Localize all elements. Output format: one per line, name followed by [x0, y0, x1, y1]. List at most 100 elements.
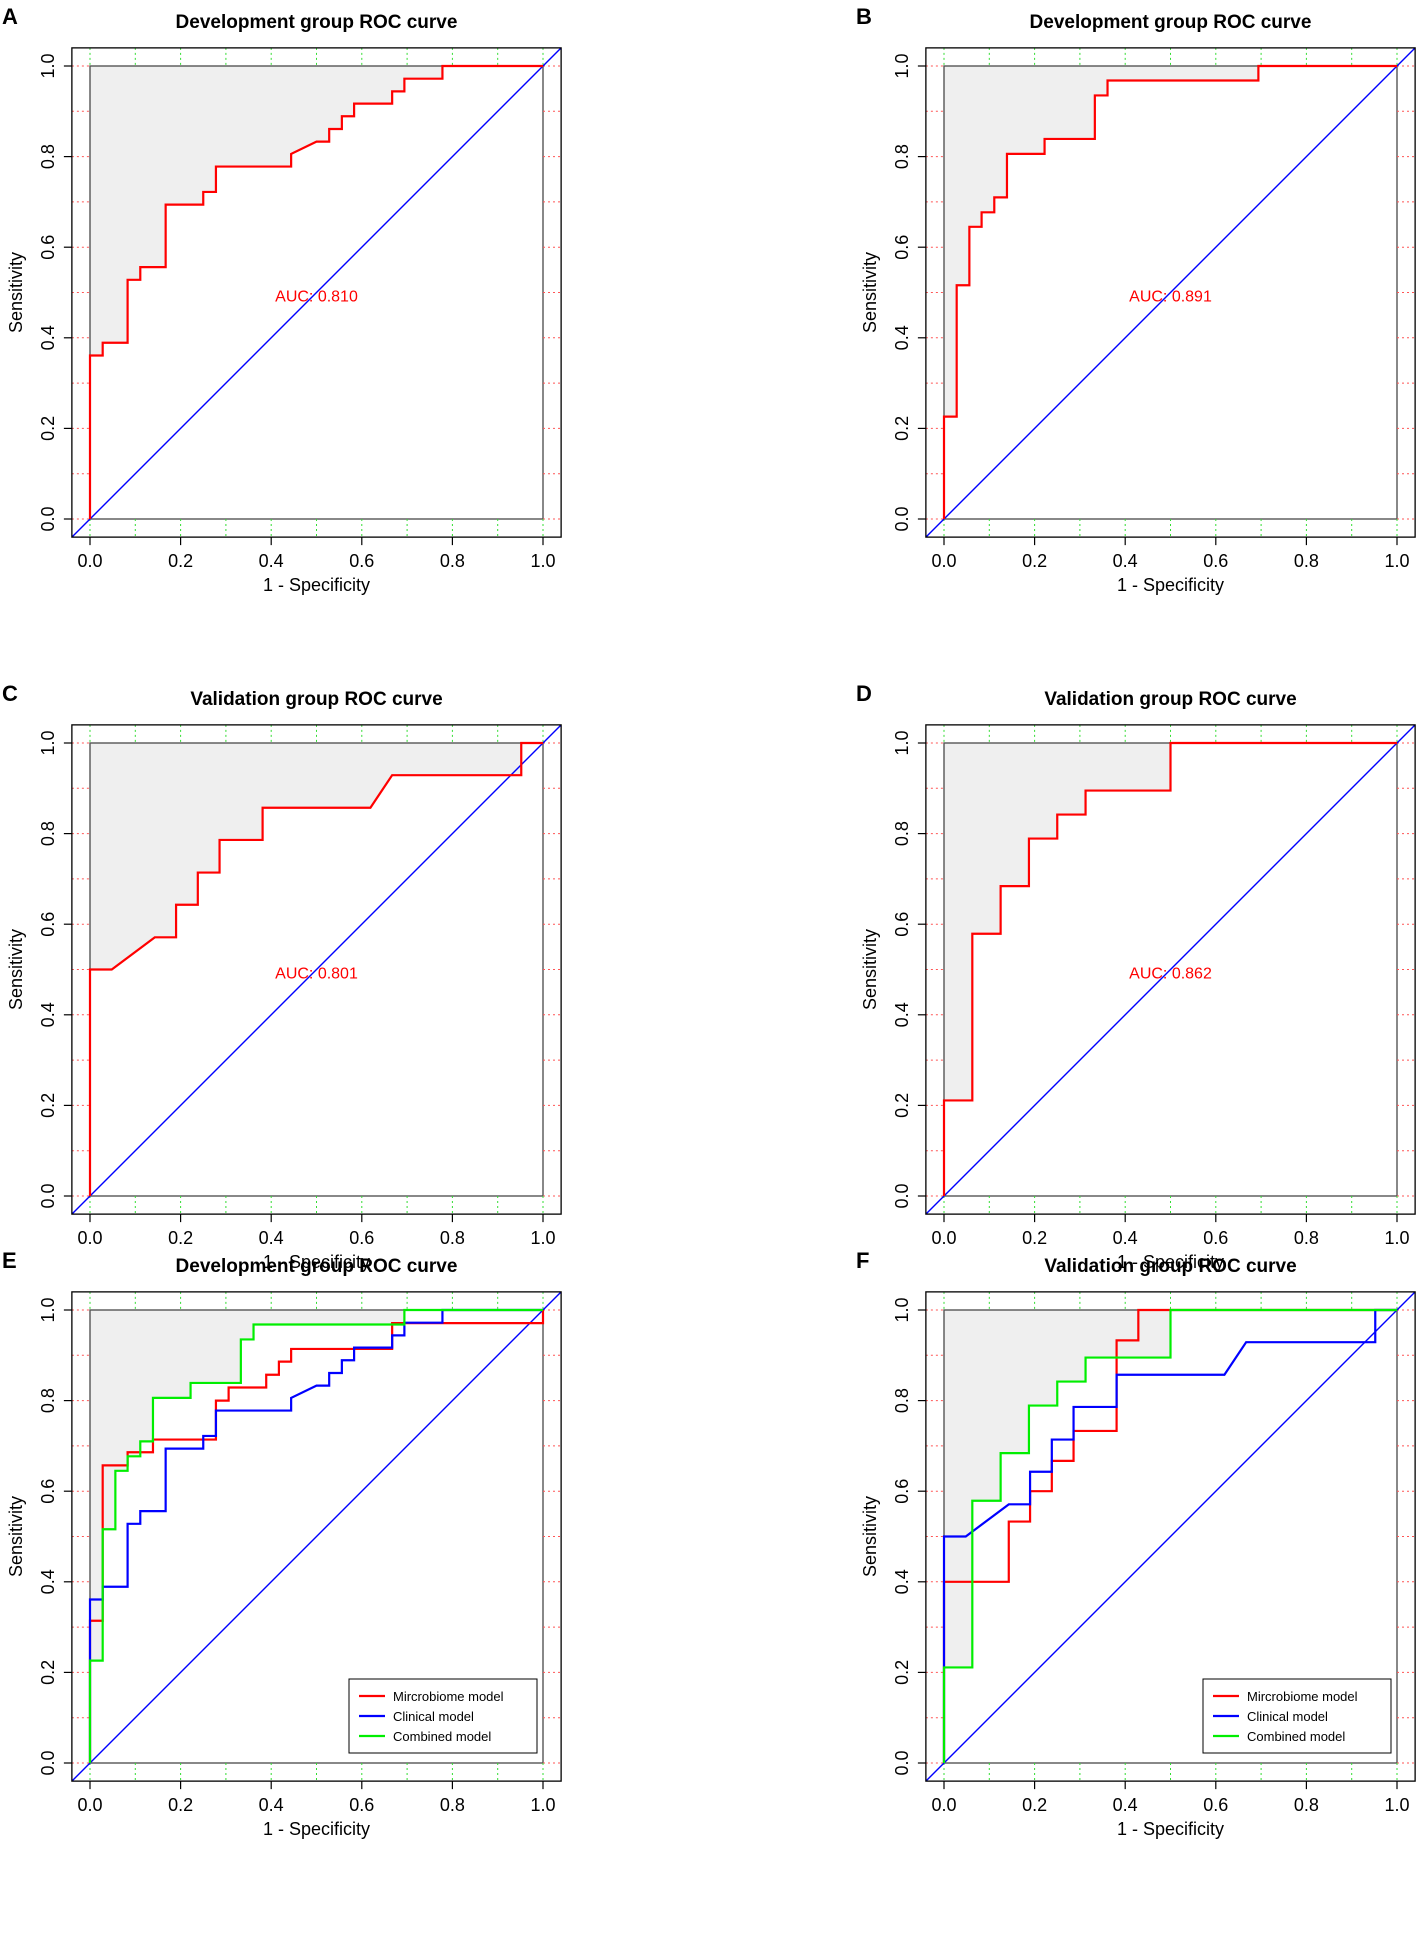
panel-f-curve-clinical-model [942, 1308, 1397, 1763]
panel-a-y-axis-title: Sensitivity [6, 252, 26, 333]
panel-d-diagonal-reference [925, 724, 1416, 1215]
panel-b-x-axis-title: 1 - Specificity [1117, 575, 1224, 595]
panel-b-diagonal-reference [925, 47, 1416, 538]
panel-e-title: Development group ROC curve [176, 1256, 458, 1277]
panel-a-x-tick-label: 0.2 [168, 551, 193, 571]
panel-a-y-tick-label: 0.6 [38, 235, 58, 260]
panel-c-diagonal-reference [71, 724, 562, 1215]
panel-b-y-tick-label: 0.0 [892, 506, 912, 531]
panel-c-y-tick-label: 0.8 [38, 821, 58, 846]
panel-d-y-tick-label: 0.4 [892, 1002, 912, 1027]
panel-c: C Validation group ROC curve 0.0 0.0 0.2 0.2 0… [2, 681, 562, 1272]
panel-e-y-tick-label: 1.0 [38, 1297, 58, 1322]
panel-c-curve-model [88, 741, 543, 1196]
panel-b-title: Development group ROC curve [1030, 12, 1312, 33]
panel-a-y-tick-label: 0.4 [38, 325, 58, 350]
panel-d-auc-shade [944, 743, 1397, 1196]
panel-f-legend-label: Combined model [1247, 1729, 1345, 1744]
panel-c-x-tick-label: 0.0 [77, 1228, 102, 1248]
panel-e-x-tick-label: 0.8 [440, 1795, 465, 1815]
panel-f-y-tick-label: 0.6 [892, 1479, 912, 1504]
panel-b-auc-label: AUC: 0.891 [1129, 289, 1212, 306]
panel-f-legend: Mircrobiome model Clinical model Combined … [1202, 1678, 1392, 1754]
panel-f-legend-label: Clinical model [1247, 1709, 1328, 1724]
panel-b-curve-model [942, 64, 1397, 519]
panel-b-x-tick-label: 0.0 [931, 551, 956, 571]
panel-e-legend-label: Mircrobiome model [393, 1689, 504, 1704]
panel-c-title: Validation group ROC curve [190, 689, 442, 710]
panel-e-curve-clinical-model [88, 1308, 543, 1763]
panel-a-title: Development group ROC curve [176, 12, 458, 33]
panel-a: A Development group ROC curve 0.0 0.0 0.2 0.2… [2, 4, 562, 595]
panel-f-x-tick-label: 0.8 [1294, 1795, 1319, 1815]
panel-c-auc-label: AUC: 0.801 [275, 966, 358, 983]
panel-d-y-tick-label: 0.8 [892, 821, 912, 846]
panel-c-x-tick-label: 0.4 [259, 1228, 284, 1248]
panel-f-x-tick-label: 1.0 [1384, 1795, 1409, 1815]
panel-f-curve-combined-model [942, 1308, 1397, 1763]
panel-d-x-tick-label: 1.0 [1384, 1228, 1409, 1248]
panel-d-plot-frame [925, 724, 1416, 1215]
panel-a-auc-shade [90, 66, 543, 519]
panel-e-x-axis-title: 1 - Specificity [263, 1819, 370, 1839]
panel-f-x-tick-label: 0.0 [931, 1795, 956, 1815]
panel-b-x-tick-label: 0.2 [1022, 551, 1047, 571]
panel-a-x-tick-label: 1.0 [530, 551, 555, 571]
panel-e-plot-frame [71, 1291, 562, 1782]
panel-d-letter: D [856, 681, 872, 706]
panel-e-legend-label: Clinical model [393, 1709, 474, 1724]
panel-c-x-tick-label: 0.8 [440, 1228, 465, 1248]
panel-b-y-tick-label: 1.0 [892, 53, 912, 78]
panel-d: D Validation group ROC curve 0.0 0.0 0.2 0.2 0… [856, 681, 1416, 1272]
panel-e-y-axis-title: Sensitivity [6, 1496, 26, 1577]
panel-f-y-tick-label: 1.0 [892, 1297, 912, 1322]
panel-b-x-tick-label: 0.4 [1113, 551, 1138, 571]
panel-b-letter: B [856, 4, 872, 29]
panel-f-y-tick-label: 0.4 [892, 1569, 912, 1594]
panel-a-x-tick-label: 0.0 [77, 551, 102, 571]
panel-b-x-tick-label: 0.8 [1294, 551, 1319, 571]
panel-e-x-tick-label: 0.6 [349, 1795, 374, 1815]
panel-f: F Validation group ROC curve 0.0 0.0 0.2 0.2 0… [856, 1248, 1416, 1839]
panel-f-x-tick-label: 0.2 [1022, 1795, 1047, 1815]
panel-c-x-axis-title: 1 - Specificity [263, 1252, 370, 1272]
panel-e-diagonal-reference [71, 1291, 562, 1782]
panel-b-y-axis-title: Sensitivity [860, 252, 880, 333]
panel-f-auc-shade [944, 1310, 1397, 1763]
panel-a-auc-label: AUC: 0.810 [275, 289, 358, 306]
panel-f-letter: F [856, 1248, 869, 1273]
panel-e-x-tick-label: 0.4 [259, 1795, 284, 1815]
panel-f-y-axis-title: Sensitivity [860, 1496, 880, 1577]
panel-e-x-tick-label: 0.0 [77, 1795, 102, 1815]
panel-a-plot-frame [71, 47, 562, 538]
panel-b: B Development group ROC curve 0.0 0.0 0.2 0.2… [856, 4, 1416, 595]
panel-d-title: Validation group ROC curve [1044, 689, 1296, 710]
panel-c-y-tick-label: 0.2 [38, 1093, 58, 1118]
panel-e-y-tick-label: 0.2 [38, 1660, 58, 1685]
panel-f-title: Validation group ROC curve [1044, 1256, 1296, 1277]
panel-a-curve-model [88, 64, 543, 519]
panel-d-x-tick-label: 0.0 [931, 1228, 956, 1248]
panel-a-x-tick-label: 0.6 [349, 551, 374, 571]
panel-e-y-tick-label: 0.8 [38, 1388, 58, 1413]
panel-d-y-tick-label: 1.0 [892, 730, 912, 755]
panel-c-x-tick-label: 0.2 [168, 1228, 193, 1248]
panel-f-x-axis-title: 1 - Specificity [1117, 1819, 1224, 1839]
panel-f-y-tick-label: 0.2 [892, 1660, 912, 1685]
panel-f-legend-label: Mircrobiome model [1247, 1689, 1358, 1704]
panel-d-y-tick-label: 0.2 [892, 1093, 912, 1118]
panel-d-x-tick-label: 0.2 [1022, 1228, 1047, 1248]
panel-e-legend: Mircrobiome model Clinical model Combined … [348, 1678, 538, 1754]
panel-d-curve-model [942, 741, 1397, 1196]
panel-c-plot-frame [71, 724, 562, 1215]
panel-c-x-tick-label: 0.6 [349, 1228, 374, 1248]
panel-e-y-tick-label: 0.4 [38, 1569, 58, 1594]
panel-d-y-axis-title: Sensitivity [860, 929, 880, 1010]
panel-e: E Development group ROC curve 0.0 0.0 0.2 0.2… [2, 1248, 562, 1839]
panel-e-x-tick-label: 0.2 [168, 1795, 193, 1815]
panel-d-x-tick-label: 0.8 [1294, 1228, 1319, 1248]
panel-b-y-tick-label: 0.8 [892, 144, 912, 169]
panel-c-y-tick-label: 0.6 [38, 912, 58, 937]
panel-d-x-axis-title: 1 - Specificity [1117, 1252, 1224, 1272]
